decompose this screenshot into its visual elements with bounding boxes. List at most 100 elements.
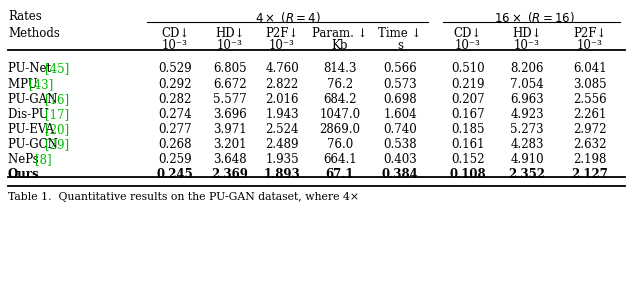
Text: 3.085: 3.085: [573, 78, 607, 91]
Text: 0.292: 0.292: [158, 78, 192, 91]
Text: Rates: Rates: [8, 10, 42, 23]
Text: 0.529: 0.529: [158, 62, 192, 75]
Text: Methods: Methods: [8, 27, 60, 40]
Text: 6.805: 6.805: [213, 62, 247, 75]
Text: 3.201: 3.201: [213, 138, 247, 151]
Text: 2.556: 2.556: [573, 93, 607, 106]
Text: 0.573: 0.573: [383, 78, 417, 91]
Text: 684.2: 684.2: [323, 93, 356, 106]
Text: P2F↓: P2F↓: [266, 27, 299, 40]
Text: 2.369: 2.369: [212, 168, 248, 181]
Text: 0.740: 0.740: [383, 123, 417, 136]
Text: HD↓: HD↓: [215, 27, 244, 40]
Text: 0.403: 0.403: [383, 153, 417, 166]
Text: 0.538: 0.538: [383, 138, 417, 151]
Text: 2.016: 2.016: [265, 93, 299, 106]
Text: 10⁻³: 10⁻³: [577, 39, 603, 52]
Text: PU-GCN: PU-GCN: [8, 138, 61, 151]
Text: 1.935: 1.935: [265, 153, 299, 166]
Text: 0.185: 0.185: [451, 123, 484, 136]
Text: [43]: [43]: [29, 78, 54, 91]
Text: 0.259: 0.259: [158, 153, 192, 166]
Text: 814.3: 814.3: [323, 62, 356, 75]
Text: 0.566: 0.566: [383, 62, 417, 75]
Text: 2.127: 2.127: [572, 168, 609, 181]
Text: CD↓: CD↓: [161, 27, 189, 40]
Text: 0.277: 0.277: [158, 123, 192, 136]
Text: 0.245: 0.245: [157, 168, 193, 181]
Text: HD↓: HD↓: [512, 27, 541, 40]
Text: Time ↓: Time ↓: [378, 27, 422, 40]
Text: 2.261: 2.261: [573, 108, 607, 121]
Text: 76.2: 76.2: [327, 78, 353, 91]
Text: Dis-PU: Dis-PU: [8, 108, 52, 121]
Text: 2.972: 2.972: [573, 123, 607, 136]
Text: 1.943: 1.943: [265, 108, 299, 121]
Text: 0.274: 0.274: [158, 108, 192, 121]
Text: [16]: [16]: [45, 93, 69, 106]
Text: 1.893: 1.893: [264, 168, 300, 181]
Text: 4.910: 4.910: [510, 153, 544, 166]
Text: 3.971: 3.971: [213, 123, 247, 136]
Text: $16\times\ (R=16)$: $16\times\ (R=16)$: [493, 10, 575, 25]
Text: NePs: NePs: [8, 153, 42, 166]
Text: 0.268: 0.268: [158, 138, 192, 151]
Text: PU-EVA: PU-EVA: [8, 123, 58, 136]
Text: 10⁻³: 10⁻³: [269, 39, 295, 52]
Text: [45]: [45]: [45, 62, 69, 75]
Text: 1.604: 1.604: [383, 108, 417, 121]
Text: CD↓: CD↓: [454, 27, 482, 40]
Text: 6.041: 6.041: [573, 62, 607, 75]
Text: 0.207: 0.207: [451, 93, 485, 106]
Text: 7.054: 7.054: [510, 78, 544, 91]
Text: [8]: [8]: [35, 153, 51, 166]
Text: 10⁻³: 10⁻³: [162, 39, 188, 52]
Text: 5.273: 5.273: [510, 123, 544, 136]
Text: 2.198: 2.198: [573, 153, 607, 166]
Text: Kb: Kb: [332, 39, 348, 52]
Text: s: s: [397, 39, 403, 52]
Text: 67.1: 67.1: [326, 168, 355, 181]
Text: 0.219: 0.219: [451, 78, 484, 91]
Text: 0.161: 0.161: [451, 138, 484, 151]
Text: MPU: MPU: [8, 78, 42, 91]
Text: [29]: [29]: [45, 138, 69, 151]
Text: 2.632: 2.632: [573, 138, 607, 151]
Text: 2.822: 2.822: [266, 78, 299, 91]
Text: 3.648: 3.648: [213, 153, 247, 166]
Text: 5.577: 5.577: [213, 93, 247, 106]
Text: 0.108: 0.108: [450, 168, 486, 181]
Text: Table 1.  Quantitative results on the PU-GAN dataset, where 4×: Table 1. Quantitative results on the PU-…: [8, 192, 359, 202]
Text: 1047.0: 1047.0: [319, 108, 360, 121]
Text: 6.672: 6.672: [213, 78, 247, 91]
Text: Ours: Ours: [8, 168, 40, 181]
Text: Param. ↓: Param. ↓: [312, 27, 368, 40]
Text: [20]: [20]: [45, 123, 69, 136]
Text: 3.696: 3.696: [213, 108, 247, 121]
Text: 664.1: 664.1: [323, 153, 357, 166]
Text: 0.698: 0.698: [383, 93, 417, 106]
Text: 2.352: 2.352: [509, 168, 545, 181]
Text: 4.923: 4.923: [510, 108, 544, 121]
Text: 8.206: 8.206: [510, 62, 544, 75]
Text: 4.283: 4.283: [510, 138, 544, 151]
Text: 10⁻³: 10⁻³: [514, 39, 540, 52]
Text: $4\times\ (R=4)$: $4\times\ (R=4)$: [255, 10, 321, 25]
Text: 0.282: 0.282: [158, 93, 192, 106]
Text: 2869.0: 2869.0: [319, 123, 360, 136]
Text: 2.524: 2.524: [265, 123, 299, 136]
Text: 6.963: 6.963: [510, 93, 544, 106]
Text: 2.489: 2.489: [265, 138, 299, 151]
Text: 0.384: 0.384: [381, 168, 419, 181]
Text: [17]: [17]: [45, 108, 69, 121]
Text: 0.167: 0.167: [451, 108, 485, 121]
Text: PU-Net: PU-Net: [8, 62, 55, 75]
Text: 4.760: 4.760: [265, 62, 299, 75]
Text: 10⁻³: 10⁻³: [217, 39, 243, 52]
Text: 0.152: 0.152: [451, 153, 484, 166]
Text: 76.0: 76.0: [327, 138, 353, 151]
Text: 0.510: 0.510: [451, 62, 485, 75]
Text: P2F↓: P2F↓: [573, 27, 607, 40]
Text: PU-GAN: PU-GAN: [8, 93, 61, 106]
Text: 10⁻³: 10⁻³: [455, 39, 481, 52]
